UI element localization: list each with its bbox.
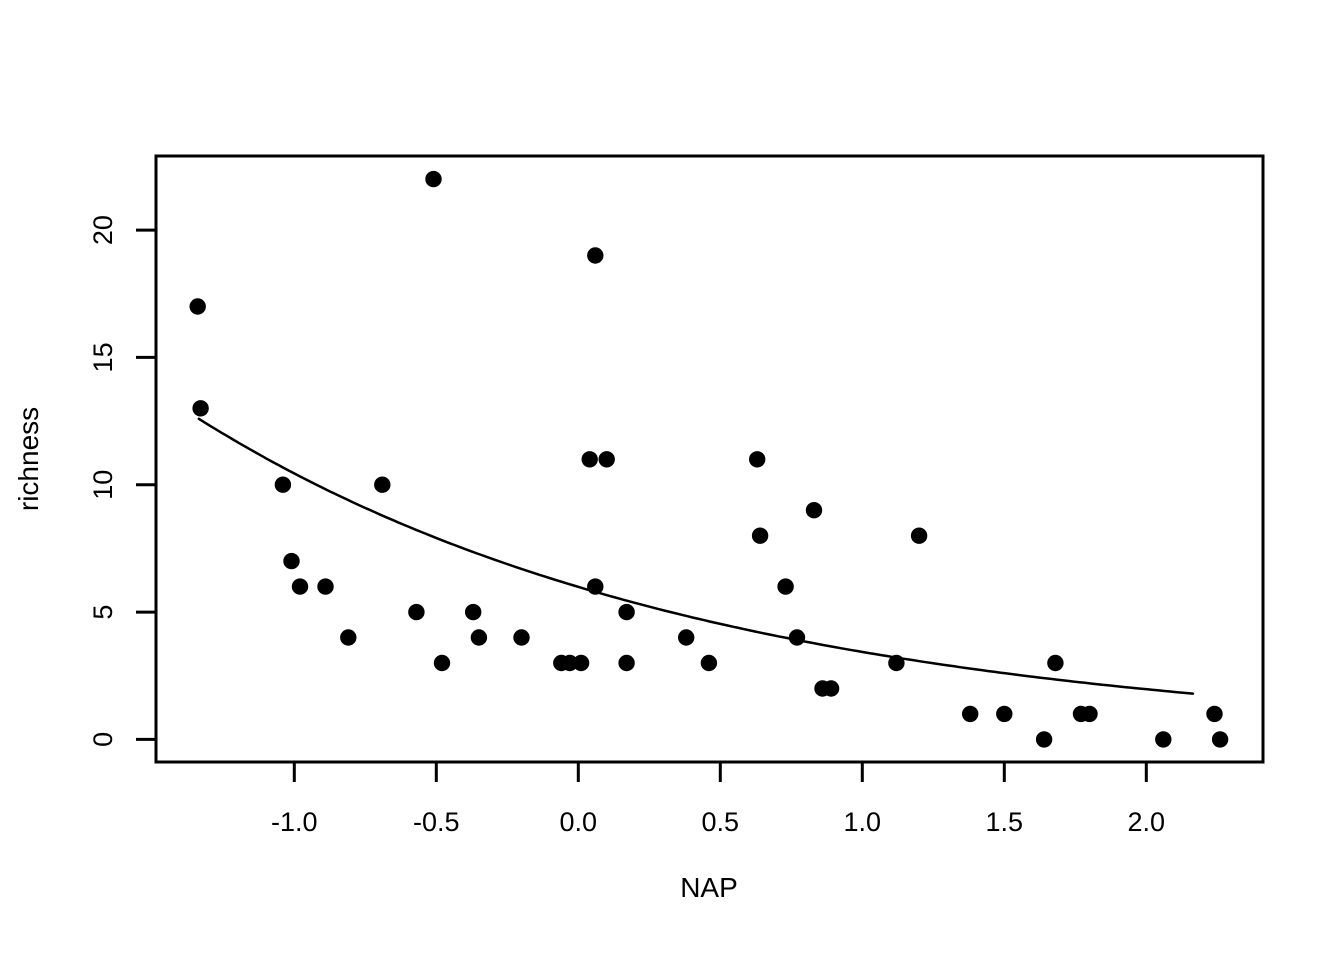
- data-point: [700, 654, 718, 672]
- data-point: [283, 552, 300, 570]
- data-point: [433, 654, 451, 672]
- data-point: [788, 629, 806, 646]
- data-point: [1081, 705, 1098, 723]
- data-point: [317, 578, 334, 595]
- data-point: [678, 629, 695, 646]
- data-point: [910, 527, 928, 544]
- data-point: [189, 298, 206, 315]
- data-point: [581, 451, 598, 468]
- data-point: [374, 476, 391, 493]
- y-tick-label: 5: [88, 605, 118, 620]
- y-tick-label: 0: [88, 732, 118, 747]
- y-tick-label: 10: [88, 470, 118, 500]
- data-point: [408, 603, 425, 621]
- data-point: [1035, 731, 1053, 748]
- data-point: [996, 705, 1013, 723]
- data-point: [1155, 731, 1172, 748]
- data-point: [561, 654, 578, 672]
- data-point: [749, 451, 766, 468]
- data-point: [1211, 731, 1229, 748]
- data-point: [465, 603, 482, 621]
- data-point: [587, 247, 604, 264]
- x-tick-label: 1.0: [844, 807, 882, 837]
- data-point: [470, 629, 488, 646]
- data-point: [777, 578, 794, 595]
- data-point: [805, 502, 823, 519]
- x-tick-label: 1.5: [986, 807, 1024, 837]
- data-point: [340, 629, 357, 646]
- data-point: [587, 578, 604, 595]
- data-point: [425, 170, 442, 188]
- y-axis-label: richness: [13, 407, 44, 511]
- x-tick-label: 0.0: [560, 807, 598, 837]
- data-point: [513, 629, 530, 646]
- y-tick-label: 20: [88, 215, 118, 245]
- data-point: [618, 654, 635, 672]
- data-point: [291, 578, 309, 595]
- data-point: [274, 476, 292, 493]
- data-point: [962, 705, 979, 723]
- x-tick-label: -1.0: [271, 807, 318, 837]
- x-tick-label: 2.0: [1128, 807, 1166, 837]
- fit-curve: [197, 417, 1195, 695]
- data-point: [618, 603, 635, 621]
- data-point: [888, 654, 905, 672]
- data-point: [1047, 654, 1064, 672]
- x-axis-label: NAP: [680, 872, 738, 903]
- data-point: [751, 527, 769, 544]
- data-point: [822, 680, 840, 697]
- x-tick-label: -0.5: [413, 807, 460, 837]
- data-point: [572, 654, 590, 672]
- data-point: [598, 451, 615, 468]
- x-tick-label: 0.5: [702, 807, 740, 837]
- data-point: [192, 400, 209, 417]
- y-tick-label: 15: [88, 342, 118, 372]
- data-point: [1206, 705, 1223, 723]
- plot-border: [154, 154, 1265, 764]
